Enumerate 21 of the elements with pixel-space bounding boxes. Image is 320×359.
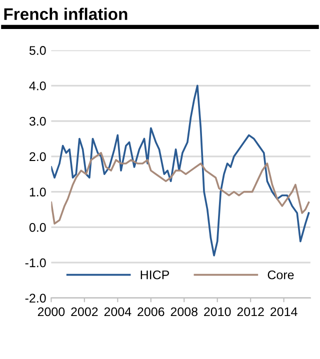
x-tick-label: 2014 [270, 307, 298, 316]
y-tick-label: -2.0 [25, 294, 46, 303]
y-tick-label: 3.0 [29, 116, 46, 126]
legend-label: HICP [140, 270, 170, 280]
y-tick-label: -1.0 [25, 258, 46, 268]
x-tick-label: 2006 [138, 307, 164, 316]
x-tick-label: 2000 [38, 307, 65, 316]
x-tick-label: 2004 [104, 307, 132, 316]
x-tick-label: 2002 [71, 307, 98, 316]
chart-title: French inflation [4, 8, 128, 20]
y-tick-label: 5.0 [29, 46, 46, 55]
x-tick-label: 2012 [237, 307, 264, 316]
y-tick-label: 1.0 [30, 188, 46, 196]
legend-label: Core [268, 270, 294, 280]
y-tick-label: 2.0 [30, 152, 46, 162]
x-tick-label: 2010 [204, 307, 231, 316]
x-tick-label: 2008 [170, 307, 198, 316]
line-series [51, 152, 310, 225]
y-tick-label: 4.0 [29, 81, 46, 90]
y-tick-label: 0.0 [29, 222, 46, 232]
line-series [51, 84, 310, 256]
